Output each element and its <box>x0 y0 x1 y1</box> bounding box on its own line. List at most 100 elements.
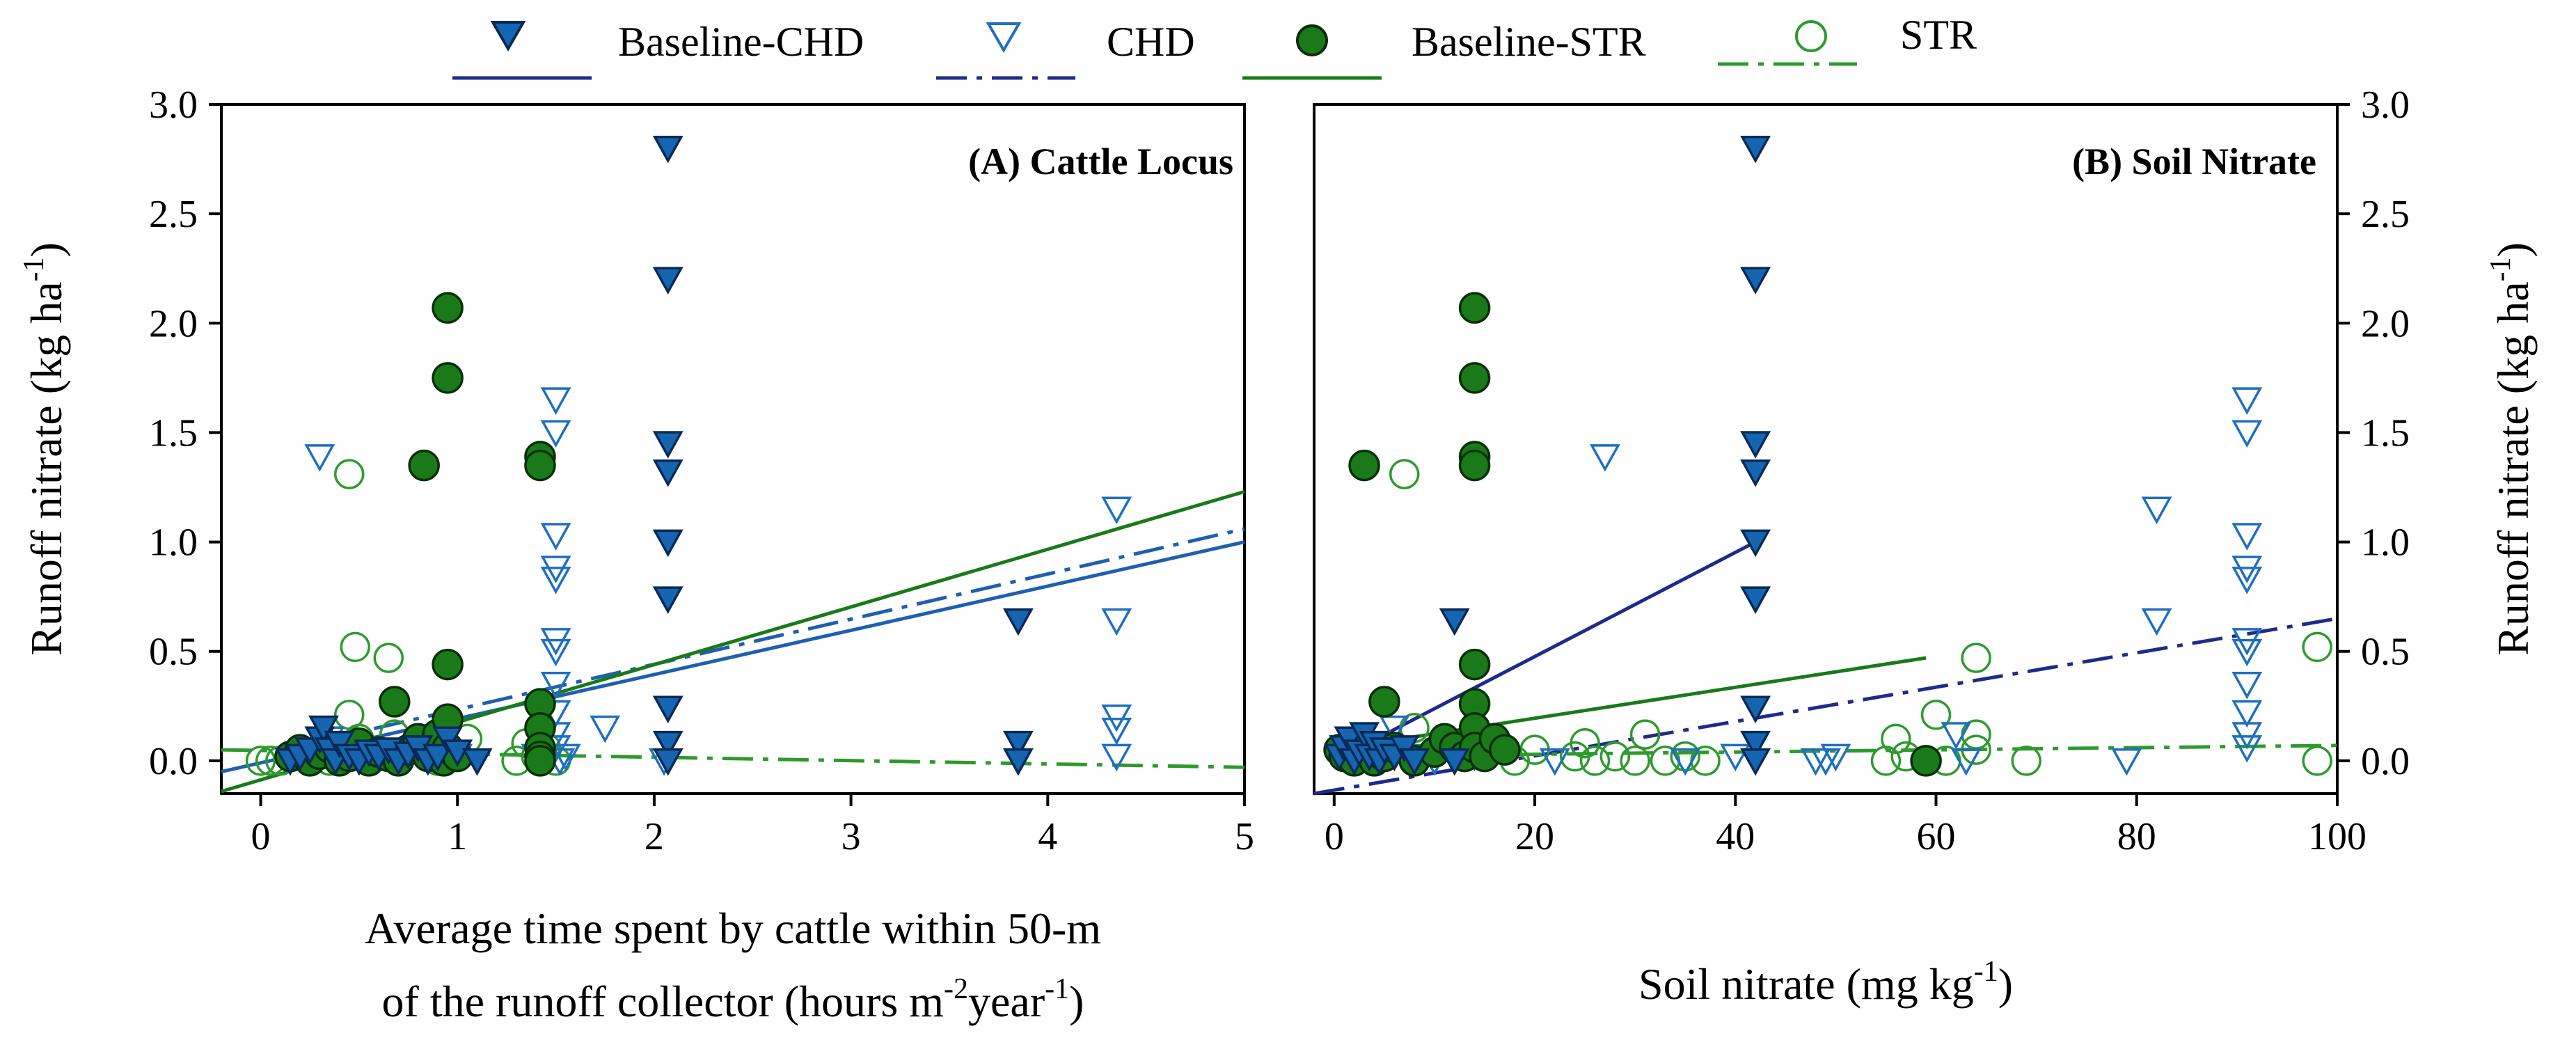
panel-b-point-chd <box>1820 743 1851 772</box>
panel-a-xtick-label: 3 <box>841 815 861 858</box>
panel-b-ytick-label: 1.0 <box>2361 521 2410 565</box>
panel-a-point-baseline-chd <box>461 748 493 776</box>
panel-a-fit-lines <box>221 489 1245 794</box>
panel-b-point-str <box>1579 746 1611 776</box>
panel-a-point-baseline-str <box>432 292 464 324</box>
panel-b-xtick-label: 20 <box>1515 815 1554 858</box>
panel-b-point-str <box>1570 727 1600 759</box>
panel-a-point-str <box>373 643 404 673</box>
panel-b-point-baseline-chd <box>1740 586 1771 614</box>
panel-a-point-baseline-str <box>408 449 440 482</box>
panel-a-point-baseline-chd <box>442 739 473 767</box>
panel-b-point-str <box>1650 746 1681 776</box>
panel-b-point-baseline-chd <box>1389 735 1420 763</box>
panel-a-ytick-label: 2.5 <box>149 193 198 236</box>
panel-b-point-baseline-str <box>1368 686 1400 718</box>
panel-b-point-baseline-chd <box>1740 431 1771 459</box>
panel-b-ytick-label: 3.0 <box>2361 84 2410 127</box>
panel-b-ytick-label: 1.5 <box>2361 411 2410 455</box>
panel-b-fit-baseline-chd <box>1333 540 1757 763</box>
panel-a-point-baseline-chd <box>1002 608 1034 636</box>
legend-label-baseline-str: Baseline-STR <box>1412 19 1646 65</box>
panel-b-xlabel-main: Soil nitrate (mg kg <box>1638 959 1974 1009</box>
panel-a-point-baseline-chd <box>1002 730 1034 759</box>
panel-a-point-str <box>334 459 365 489</box>
panel-b-point-str <box>1920 700 1952 730</box>
legend-item-str: STR <box>1718 12 1977 66</box>
panel-b-xtick-label: 0 <box>1325 815 1344 858</box>
legend-marker-str <box>1795 20 1827 52</box>
panel-a-point-chd <box>1101 704 1132 732</box>
panel-b-point-baseline-str <box>1458 292 1491 324</box>
panel-a-xtick-label: 1 <box>448 815 467 858</box>
panel-a-point-baseline-chd <box>1002 748 1034 776</box>
panel-a-point-chd <box>540 567 571 594</box>
panel-b-point-chd <box>2231 567 2263 594</box>
panel-a-point-baseline-chd <box>652 529 683 558</box>
panel-b-point-str <box>1629 719 1661 750</box>
panel-a-ytick-label: 2.0 <box>149 302 198 345</box>
panel-b-axes: 0 20 40 60 80 100 0.0 0.5 1.0 1.5 2.0 2.5 3.0 <box>1325 84 2410 858</box>
panel-a-xtick-label: 0 <box>251 815 271 858</box>
panel-b-point-str <box>1881 723 1911 755</box>
legend-marker-chd <box>986 22 1022 53</box>
panel-a-point-chd <box>540 420 571 448</box>
legend-label-baseline-chd: Baseline-CHD <box>618 19 864 65</box>
panel-b-point-chd <box>2231 638 2263 667</box>
panel-a-points <box>245 135 1132 777</box>
panel-b-point-str <box>1961 643 1991 673</box>
panel-b-point-baseline-chd <box>1740 459 1771 487</box>
panel-b-ytick-label: 0.5 <box>2361 631 2410 674</box>
panel-a-xlabel-line1: Average time spent by cattle within 50-m <box>365 904 1101 953</box>
panel-a-frame <box>220 103 1246 795</box>
panel-a-point-baseline-chd <box>652 748 683 776</box>
panel-b-point-baseline-chd <box>1439 748 1470 776</box>
panel-a-point-baseline-str <box>432 648 464 681</box>
legend-item-baseline-str: Baseline-STR <box>1242 19 1646 80</box>
panel-a-point-baseline-str <box>524 449 556 482</box>
panel-a-point-chd <box>540 671 571 700</box>
panel-b-point-baseline-chd <box>1740 267 1771 295</box>
panel-b-frame <box>1313 103 2339 795</box>
panel-b-point-str <box>1599 741 1631 772</box>
panel-a-point-chd <box>550 743 581 772</box>
panel-b-point-baseline-str <box>1910 745 1942 777</box>
panel-a-fit-baseline-chd <box>221 540 1245 774</box>
panel-b-point-str <box>2011 746 2041 776</box>
panel-a-point-baseline-str <box>524 745 556 777</box>
panel-b-point-str <box>2302 631 2332 663</box>
panel-a-xtick-label: 5 <box>1235 815 1254 858</box>
panel-b-point-str <box>1670 741 1700 772</box>
panel-b-xtick-label: 80 <box>2117 815 2156 858</box>
panel-b-title: (B) Soil Nitrate <box>2072 141 2316 182</box>
panel-b-point-baseline-chd <box>1740 695 1771 724</box>
panel-b-point-baseline-str <box>1348 449 1380 482</box>
panel-b: 0 20 40 60 80 100 0.0 0.5 1.0 1.5 2.0 2.5 3.0 (B) So… <box>1313 84 2538 1009</box>
panel-b-point-chd <box>2111 748 2142 776</box>
panel-b-point-chd <box>1589 444 1620 472</box>
panel-a-point-baseline-chd <box>652 267 683 295</box>
panel-b-point-str <box>1961 719 1991 750</box>
panel-a-point-chd <box>590 715 621 743</box>
panel-b-point-chd <box>2231 387 2263 415</box>
panel-a-ytick-label: 0.5 <box>149 631 198 674</box>
panel-a-point-baseline-chd <box>652 431 683 459</box>
panel-a-point-baseline-chd <box>422 743 453 772</box>
panel-b-points <box>1323 135 2332 777</box>
panel-a-point-baseline-chd <box>324 730 355 759</box>
panel-a-xtick-label: 2 <box>645 815 664 858</box>
panel-b-point-baseline-chd <box>1439 608 1470 636</box>
panel-b-point-chd <box>2231 671 2263 700</box>
panel-a-point-baseline-chd <box>652 586 683 614</box>
panel-a-xlabel-end: ) <box>1069 977 1084 1026</box>
panel-b-point-chd <box>1379 715 1410 743</box>
panel-a-xlabel-line2: of the runoff collector (hours m-2year-1… <box>382 973 1084 1026</box>
panel-b-ylabel-end: ) <box>2488 242 2538 257</box>
legend-label-str: STR <box>1900 12 1977 58</box>
panel-b-xtick-label: 100 <box>2308 815 2366 858</box>
legend-marker-baseline-chd <box>490 21 526 52</box>
legend-marker-baseline-str <box>1296 24 1328 56</box>
panel-b-xlabel: Soil nitrate (mg kg-1) <box>1638 956 2013 1009</box>
panel-b-point-chd <box>1720 743 1751 772</box>
